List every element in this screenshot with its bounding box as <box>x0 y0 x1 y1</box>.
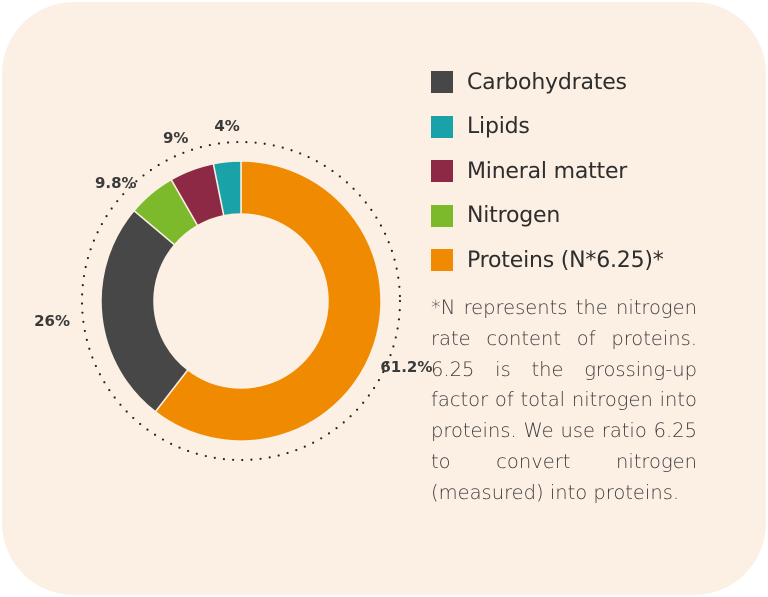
legend-label-lipids: Lipids <box>467 114 530 140</box>
legend-swatch-carbohydrates <box>431 71 453 94</box>
legend-item-mineral-matter: Mineral matter <box>431 149 731 194</box>
chart-legend: Carbohydrates Lipids Mineral matter Nitr… <box>431 60 731 283</box>
percent-label-proteins-n-6-25: 61.2% <box>380 357 433 376</box>
legend-item-nitrogen: Nitrogen <box>431 194 731 239</box>
legend-swatch-lipids <box>431 115 453 138</box>
legend-swatch-nitrogen <box>431 204 453 227</box>
footnote-text: *N represents the nitrogen rate content … <box>431 296 697 504</box>
percent-label-mineral-matter: 9% <box>162 128 189 147</box>
legend-label-mineral-matter: Mineral matter <box>467 158 628 184</box>
legend-label-carbohydrates: Carbohydrates <box>467 69 627 95</box>
legend-label-proteins: Proteins (N*6.25)* <box>467 247 664 273</box>
legend-item-carbohydrates: Carbohydrates <box>431 60 731 105</box>
legend-item-lipids: Lipids <box>431 105 731 150</box>
donut-slice-lipids <box>212 160 242 217</box>
dotted-outer-ring <box>80 140 402 462</box>
percent-label-carbohydrates: 26% <box>34 312 70 331</box>
percent-label-nitrogen: 9.8% <box>94 174 137 193</box>
legend-swatch-proteins <box>431 249 453 272</box>
percent-label-lipids: 4% <box>214 116 240 135</box>
legend-swatch-mineral-matter <box>431 160 453 183</box>
legend-label-nitrogen: Nitrogen <box>467 203 561 229</box>
donut-slices <box>100 160 382 442</box>
legend-item-proteins: Proteins (N*6.25)* <box>431 238 731 283</box>
donut-slice-proteins-n-6-25 <box>154 160 382 442</box>
